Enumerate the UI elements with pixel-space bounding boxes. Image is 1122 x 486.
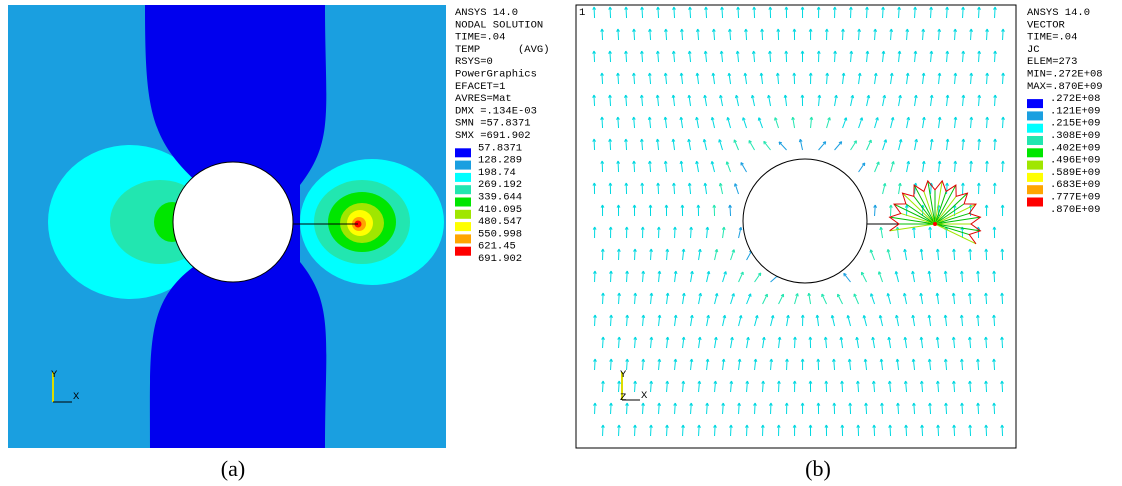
page: {"panels": [ {"info": ["ANSYS 14.0", "NO…	[0, 0, 1122, 486]
info-line: ANSYS 14.0	[455, 7, 518, 19]
legend-label: 550.998	[478, 228, 522, 240]
info-line: AVRES=Mat	[455, 93, 512, 105]
legend-swatch	[455, 234, 471, 243]
info-line: DMX =.134E-03	[455, 105, 537, 117]
legend-swatch	[455, 198, 471, 207]
triad-label: Y	[620, 369, 627, 381]
triad-label: X	[73, 391, 80, 403]
legend-label: .308E+09	[1050, 130, 1100, 142]
legend-label: .402E+09	[1050, 142, 1100, 154]
legend-swatch	[455, 185, 471, 194]
legend-label: .272E+08	[1050, 93, 1100, 105]
crack-tip	[933, 222, 937, 226]
caption: (a)	[221, 456, 245, 481]
legend-label: 128.289	[478, 155, 522, 167]
contour-plot: Y X	[8, 5, 446, 448]
hole	[743, 159, 867, 283]
triad-label: Y	[51, 369, 58, 381]
legend-swatch	[1027, 148, 1043, 157]
legend-label: .683E+09	[1050, 179, 1100, 191]
legend-label: .121E+09	[1050, 105, 1100, 117]
legend-label: 691.902	[478, 253, 522, 265]
info-line: JC	[1027, 44, 1040, 56]
info-line: TIME=.04	[1027, 32, 1077, 44]
triad-label: Z	[620, 392, 626, 404]
vector-plot: 1 YZ X	[576, 5, 1016, 448]
info-line: EFACET=1	[455, 81, 505, 93]
legend-swatch	[455, 222, 471, 231]
caption: (b)	[805, 456, 831, 481]
info-line: ELEM=273	[1027, 56, 1077, 68]
legend-label: 57.8371	[478, 142, 522, 154]
legend-swatch	[455, 210, 471, 219]
legend-label: .777E+09	[1050, 192, 1100, 204]
legend-swatch	[1027, 161, 1043, 170]
info-line: VECTOR	[1027, 19, 1066, 31]
legend-label: 410.095	[478, 204, 522, 216]
legend-label: .215E+09	[1050, 118, 1100, 130]
legend-label: 198.74	[478, 167, 516, 179]
legend-label: 621.45	[478, 241, 516, 253]
legend-label: .870E+09	[1050, 204, 1100, 216]
triad-label: X	[641, 390, 648, 402]
info-line: MAX=.870E+09	[1027, 81, 1103, 93]
hole	[173, 162, 293, 282]
legend-swatch	[1027, 185, 1043, 194]
info-line: NODAL SOLUTION	[455, 19, 543, 31]
legend-label: 269.192	[478, 179, 522, 191]
legend-swatch	[1027, 173, 1043, 182]
legend-label: 480.547	[478, 216, 522, 228]
info-line: TIME=.04	[455, 32, 505, 44]
legend-swatch	[1027, 198, 1043, 207]
info-line: PowerGraphics	[455, 69, 537, 81]
figure: Y X 1 YZX (a) (b) ANSYS 14.0NODAL SOLUTI…	[0, 0, 1122, 486]
legend-swatch	[1027, 99, 1043, 108]
info-line: RSYS=0	[455, 56, 493, 68]
info-line: MIN=.272E+08	[1027, 69, 1103, 81]
legend-swatch	[455, 161, 471, 170]
legend-label: .496E+09	[1050, 155, 1100, 167]
legend-swatch	[455, 173, 471, 182]
legend-swatch	[455, 247, 471, 256]
info-line: ANSYS 14.0	[1027, 7, 1090, 19]
legend-swatch	[455, 148, 471, 157]
legend-label: 339.644	[478, 192, 522, 204]
legend-swatch	[1027, 136, 1043, 145]
info-line: SMX =691.902	[455, 130, 531, 142]
legend-label: .589E+09	[1050, 167, 1100, 179]
info-line: SMN =57.8371	[455, 118, 531, 130]
legend-swatch	[1027, 111, 1043, 120]
window-number: 1	[579, 7, 585, 19]
legend-swatch	[1027, 124, 1043, 133]
info-line: TEMP (AVG)	[455, 44, 550, 56]
